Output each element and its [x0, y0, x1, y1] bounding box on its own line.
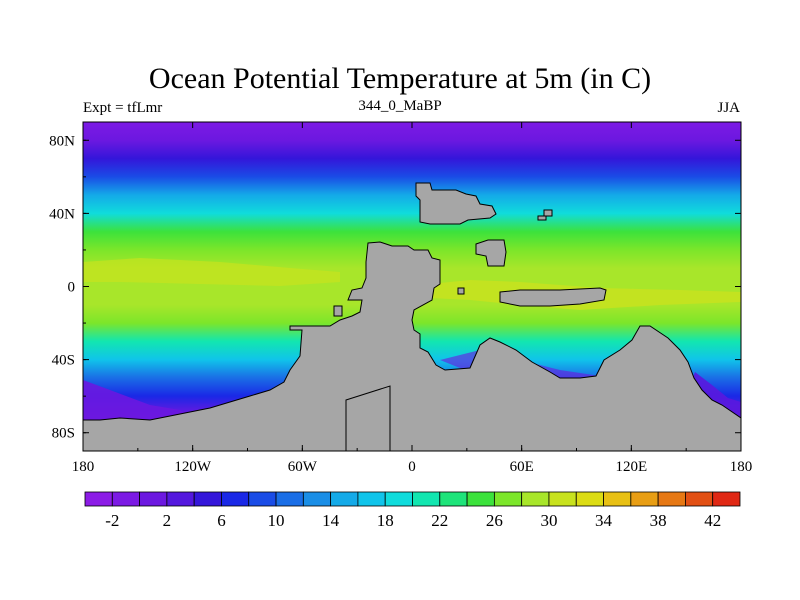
colorbar-label: 14 [322, 511, 340, 530]
colorbar-swatch [630, 491, 659, 507]
colorbar-swatch [412, 491, 441, 507]
y-tick-label: 40N [49, 206, 75, 222]
x-tick-label: 180 [730, 459, 753, 475]
land-south-strip [345, 385, 391, 451]
y-tick-label: 0 [68, 280, 76, 296]
colorbar-swatch [221, 491, 250, 507]
colorbar-swatch [521, 491, 550, 507]
land-small-island [537, 215, 547, 221]
colorbar-label: 42 [704, 511, 721, 530]
colorbar-label: 2 [163, 511, 172, 530]
y-axis: 80N 40N 0 40S 80S [49, 133, 741, 442]
colorbar-swatch [330, 491, 359, 507]
x-tick-label: 0 [408, 459, 416, 475]
chart-title: Ocean Potential Temperature at 5m (in C) [148, 62, 652, 95]
colorbar-swatch [193, 491, 222, 507]
x-tick-label: 60E [510, 459, 534, 475]
land-small-island [333, 305, 343, 317]
colorbar-swatch [466, 491, 495, 507]
colorbar-swatch [166, 491, 195, 507]
land-small-island [543, 209, 553, 217]
colorbar: -2 2 6 10 14 18 22 26 30 34 38 42 [84, 491, 741, 530]
land-northern-block [415, 182, 497, 225]
y-tick-label: 80N [49, 133, 75, 149]
x-tick-label: 60W [288, 459, 318, 475]
season-label: JJA [717, 100, 740, 116]
colorbar-swatch [493, 491, 523, 507]
land-pangaea [83, 241, 741, 451]
land-east-block [475, 239, 507, 267]
period-label: 344_0_MaBP [358, 98, 442, 114]
colorbar-swatch [357, 491, 386, 507]
colorbar-swatch [439, 491, 468, 507]
colorbar-label: 6 [217, 511, 226, 530]
colorbar-swatch [275, 491, 304, 507]
x-tick-label: 180 [72, 459, 95, 475]
colorbar-label: 30 [540, 511, 557, 530]
colorbar-swatch [657, 491, 686, 507]
colorbar-swatch [248, 491, 277, 507]
colorbar-label: 38 [650, 511, 667, 530]
x-tick-label: 120E [615, 459, 647, 475]
warm-pool [83, 258, 340, 286]
colorbar-swatch [84, 491, 113, 507]
colorbar-label: -2 [105, 511, 119, 530]
colorbar-swatch [603, 491, 632, 507]
experiment-label: Expt = tfLmr [83, 100, 163, 116]
land-equatorial-island [499, 287, 607, 307]
x-axis: 180 120W 60W 0 60E 120E 180 [72, 122, 753, 475]
colorbar-swatch [548, 491, 577, 507]
land-masses [83, 182, 741, 451]
colorbar-label: 10 [268, 511, 285, 530]
colorbar-swatch [685, 491, 714, 507]
colorbar-swatch [384, 491, 413, 507]
colorbar-label: 18 [377, 511, 394, 530]
colorbar-swatch [302, 491, 332, 507]
colorbar-swatch [712, 491, 741, 507]
colorbar-swatch [575, 491, 604, 507]
y-tick-label: 80S [52, 426, 75, 442]
y-tick-label: 40S [52, 353, 75, 369]
x-tick-label: 120W [174, 459, 212, 475]
land-small-island [457, 287, 465, 295]
cold-sea-patch [690, 372, 741, 418]
colorbar-label: 26 [486, 511, 503, 530]
cold-sea-patch [83, 380, 195, 428]
colorbar-label: 34 [595, 511, 613, 530]
colorbar-swatch [111, 491, 140, 507]
colorbar-swatch [139, 491, 168, 507]
colorbar-label: 22 [431, 511, 448, 530]
